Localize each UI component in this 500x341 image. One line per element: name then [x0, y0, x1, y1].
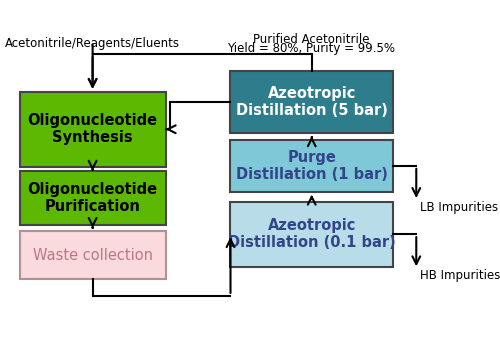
Bar	[230, 71, 393, 133]
Text: Purge
Distillation (1 bar): Purge Distillation (1 bar)	[236, 150, 388, 182]
Bar	[20, 231, 166, 279]
Text: Azeotropic
Distillation (5 bar): Azeotropic Distillation (5 bar)	[236, 86, 388, 118]
Bar	[20, 171, 166, 225]
Text: Azeotropic
Distillation (0.1 bar): Azeotropic Distillation (0.1 bar)	[228, 218, 396, 250]
Bar	[20, 92, 166, 167]
Text: Acetonitrile/Reagents/Eluents: Acetonitrile/Reagents/Eluents	[4, 37, 180, 50]
Text: Oligonucleotide
Purification: Oligonucleotide Purification	[28, 182, 158, 214]
Text: Purified Acetonitrile: Purified Acetonitrile	[253, 33, 370, 46]
Text: LB Impurities: LB Impurities	[420, 201, 498, 214]
Bar	[230, 140, 393, 192]
Text: Waste collection: Waste collection	[32, 248, 152, 263]
Bar	[230, 202, 393, 267]
Text: Oligonucleotide
Synthesis: Oligonucleotide Synthesis	[28, 113, 158, 146]
Text: Yield = 80%, Purity = 99.5%: Yield = 80%, Purity = 99.5%	[228, 42, 396, 55]
Text: HB Impurities: HB Impurities	[420, 269, 500, 282]
